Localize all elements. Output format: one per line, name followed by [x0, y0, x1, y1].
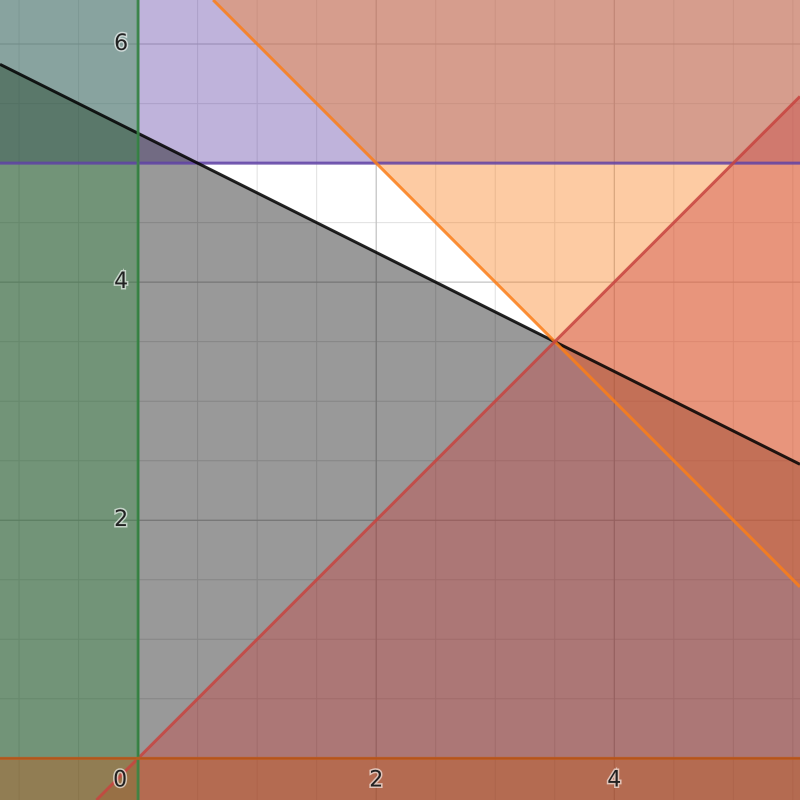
boundary-line: [95, 95, 800, 800]
y-tick-label: 2: [114, 507, 128, 532]
shaded-region: [0, 0, 139, 800]
shaded-region: [0, 64, 800, 800]
shaded-region: [0, 758, 800, 800]
x-tick-label: 2: [369, 767, 383, 792]
x-tick-label: 0: [113, 767, 127, 792]
x-tick-label: 4: [607, 767, 621, 792]
tick-labels: 0 2 4 2 4 6: [112, 30, 623, 794]
y-tick-label: 4: [114, 269, 128, 294]
boundary-line: [0, 62, 800, 466]
y-tick-label: 6: [114, 31, 128, 56]
boundary-line: [212, 0, 800, 588]
shaded-region: [0, 0, 800, 164]
